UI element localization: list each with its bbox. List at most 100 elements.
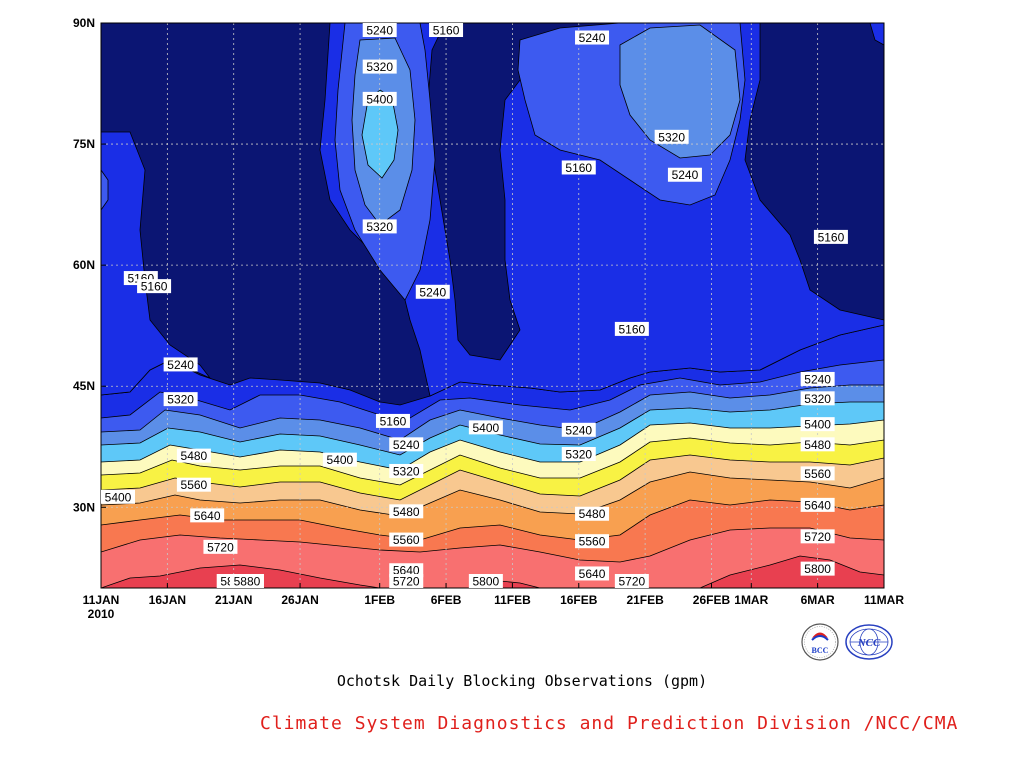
contour-fill-12 (699, 555, 884, 588)
contour-label-text: 5320 (804, 392, 831, 406)
contour-label-text: 5320 (393, 464, 420, 478)
contour-label-box (389, 574, 424, 588)
x-tick-label: 1FEB (364, 593, 395, 607)
contour-label: 5560 (389, 532, 424, 547)
contour-label-box (176, 448, 211, 463)
contour-label: 5640 (575, 566, 610, 581)
contour-label: 5400 (362, 91, 397, 106)
x-tick-label: 21JAN (215, 593, 252, 607)
contour-label: 5560 (800, 466, 835, 481)
contour-fills (101, 23, 884, 588)
x-tick-label: 16FEB (560, 593, 598, 607)
contour-label-box (800, 529, 835, 544)
contour-label-text: 5400 (105, 490, 132, 504)
contour-label-text: 5240 (672, 168, 699, 182)
contour-label: 5480 (800, 437, 835, 452)
contour-label: 5400 (101, 489, 135, 504)
contour-label: 5240 (561, 422, 596, 437)
contour-label-box (362, 23, 397, 37)
contour-label: 5240 (575, 30, 610, 45)
x-tick-label: 11MAR (864, 593, 904, 607)
contour-labels: 5240 5160 5240 5320 5400 5320 5160 5240 5320 5160… (101, 23, 848, 589)
contour-label-box (575, 534, 610, 549)
contour-label-text: 5320 (366, 60, 393, 74)
y-tick-label: 90N (73, 16, 95, 30)
y-tick-label: 30N (73, 500, 95, 514)
contour-label-text: 5400 (366, 92, 393, 106)
contour-label: 5400 (468, 420, 503, 435)
contour-label-text: 5720 (393, 575, 420, 589)
contour-label-text: 5320 (167, 393, 194, 407)
contour-label-box (389, 437, 424, 452)
bcc-logo-text: BCC (812, 646, 829, 655)
contour-fill-20 (619, 24, 741, 159)
contour-label-box (101, 489, 135, 504)
contour-label-text: 5240 (419, 285, 446, 299)
contour-label: 5240 (800, 371, 835, 386)
contour-label-text: 5240 (579, 31, 606, 45)
contour-label-box (800, 417, 835, 432)
contour-label-box (415, 284, 450, 299)
contour-label-box (800, 466, 835, 481)
x-tick-label: 26FEB (693, 593, 731, 607)
contour-label: 5160 (429, 23, 464, 38)
contour-label-box (322, 452, 357, 467)
contour-label: 5320 (389, 463, 424, 478)
y-tick-label: 60N (73, 258, 95, 272)
contour-label-text: 5720 (618, 575, 645, 589)
contour-label: 5720 (203, 539, 238, 554)
contour-label-text: 5640 (804, 498, 831, 512)
contour-label-text: 5560 (804, 467, 831, 481)
contour-label: 5640 (190, 508, 225, 523)
x-tick-label: 16JAN (149, 593, 186, 607)
x-tick-sublabel: 2010 (88, 607, 115, 621)
contour-label-text: 5480 (579, 507, 606, 521)
contour-label-text: 5160 (818, 230, 845, 244)
contour-label-box (575, 506, 610, 521)
organization-line: Climate System Diagnostics and Predictio… (260, 713, 959, 734)
contour-label-text: 5240 (167, 358, 194, 372)
contour-label: 5880 (229, 574, 264, 589)
contour-fill-13 (101, 131, 211, 396)
contour-label-box (813, 229, 848, 244)
x-tick-label: 6MAR (801, 593, 835, 607)
contour-label-text: 5480 (804, 438, 831, 452)
contour-fill-14 (101, 169, 109, 211)
contour-label-text: 5320 (565, 448, 592, 462)
contour-label-text: 5240 (366, 24, 393, 38)
contour-label: 5480 (389, 504, 424, 519)
contour-label-box (800, 497, 835, 512)
contour-label-text: 5160 (380, 414, 407, 428)
contour-label: 5160 (137, 279, 172, 294)
contour-label-text: 5320 (658, 130, 685, 144)
contour-label: 5480 (575, 506, 610, 521)
contour-label: 5160 (375, 413, 410, 428)
contour-label-text: 5560 (579, 535, 606, 549)
contour-label-text: 5160 (433, 24, 460, 38)
x-tick-label: 21FEB (626, 593, 664, 607)
contour-label-text: 5400 (473, 421, 500, 435)
contour-label-box (176, 477, 211, 492)
contour-label: 5160 (614, 321, 649, 336)
contour-label: 5320 (163, 392, 198, 407)
contour-label-box (389, 532, 424, 547)
contour-label: 5480 (176, 448, 211, 463)
contour-label: 5240 (362, 23, 397, 38)
contour-label: 5240 (163, 357, 198, 372)
x-tick-label: 1MAR (734, 593, 768, 607)
contour-label: 5240 (415, 284, 450, 299)
contour-label-box (362, 219, 397, 234)
contour-label-text: 5160 (141, 280, 168, 294)
contour-label-text: 5560 (393, 533, 420, 547)
y-tick-label: 45N (73, 379, 95, 393)
x-tick-label: 11FEB (494, 593, 531, 607)
bcc-logo-icon: BCC (800, 622, 840, 662)
contour-label-box (203, 539, 238, 554)
contour-label-box (614, 574, 649, 588)
contour-label-box (561, 447, 596, 462)
contour-label: 5320 (362, 59, 397, 74)
contour-label-box (561, 422, 596, 437)
contour-label-box (561, 160, 596, 175)
contour-label: 5800 (468, 574, 503, 589)
